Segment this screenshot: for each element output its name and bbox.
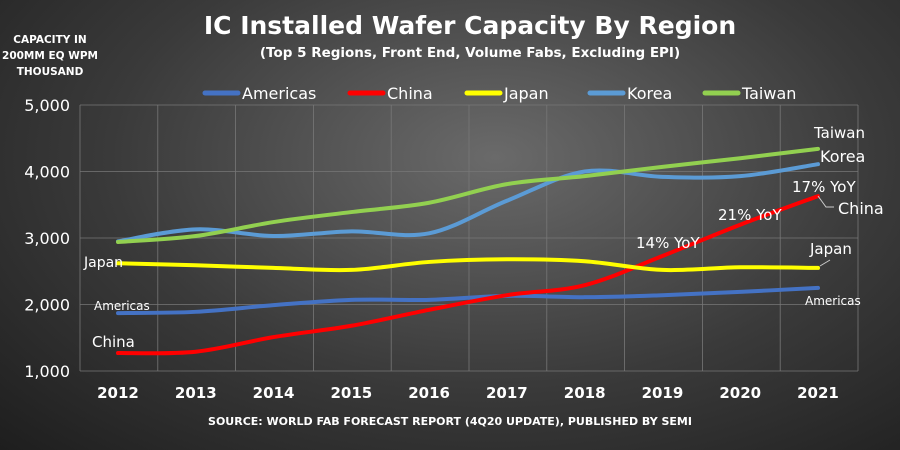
y-tick-label: 4,000 <box>24 163 70 182</box>
y-tick-label: 1,000 <box>24 362 70 381</box>
series-end-label: China <box>838 199 884 218</box>
y-tick-label: 2,000 <box>24 296 70 315</box>
y-tick-label: 3,000 <box>24 229 70 248</box>
chart-title: IC Installed Wafer Capacity By Region <box>204 11 736 40</box>
series-end-label: Japan <box>809 240 852 258</box>
x-tick-label: 2020 <box>719 384 761 402</box>
y-tick-label: 5,000 <box>24 96 70 115</box>
x-tick-label: 2013 <box>175 384 217 402</box>
leader-line <box>819 259 831 267</box>
yoy-annotation: 21% YoY <box>718 206 782 224</box>
x-tick-label: 2018 <box>564 384 606 402</box>
legend-label: Japan <box>503 84 549 103</box>
series-end-label: Korea <box>820 147 865 166</box>
x-tick-label: 2021 <box>797 384 839 402</box>
x-tick-label: 2016 <box>408 384 450 402</box>
y-axis-label: THOUSAND <box>17 66 84 78</box>
x-tick-label: 2019 <box>642 384 684 402</box>
chart-subtitle: (Top 5 Regions, Front End, Volume Fabs, … <box>260 45 680 61</box>
y-axis-label: 200MM EQ WPM <box>2 50 98 62</box>
x-tick-label: 2012 <box>97 384 139 402</box>
y-axis-label: CAPACITY IN <box>13 34 86 46</box>
source-note: SOURCE: WORLD FAB FORECAST REPORT (4Q20 … <box>208 415 692 428</box>
yoy-annotation: 17% YoY <box>792 178 856 196</box>
series-line-china <box>116 194 820 356</box>
series-end-label: Taiwan <box>813 124 865 142</box>
series-start-label: Americas <box>94 299 150 313</box>
series-line-taiwan <box>116 146 820 244</box>
yoy-annotation: 14% YoY <box>636 234 700 252</box>
legend-label: Americas <box>242 84 316 103</box>
series-start-label: Japan <box>83 255 123 271</box>
series-line-korea <box>116 162 820 244</box>
series-start-label: China <box>92 333 135 351</box>
legend-label: China <box>387 84 433 103</box>
series-line-japan <box>116 257 820 273</box>
series-line-americas <box>116 285 820 316</box>
x-tick-label: 2015 <box>330 384 372 402</box>
x-tick-label: 2014 <box>253 384 295 402</box>
series-end-label: Americas <box>805 294 861 308</box>
legend-label: Taiwan <box>741 84 796 103</box>
x-tick-label: 2017 <box>486 384 528 402</box>
leader-line <box>817 195 834 208</box>
legend-label: Korea <box>627 84 672 103</box>
